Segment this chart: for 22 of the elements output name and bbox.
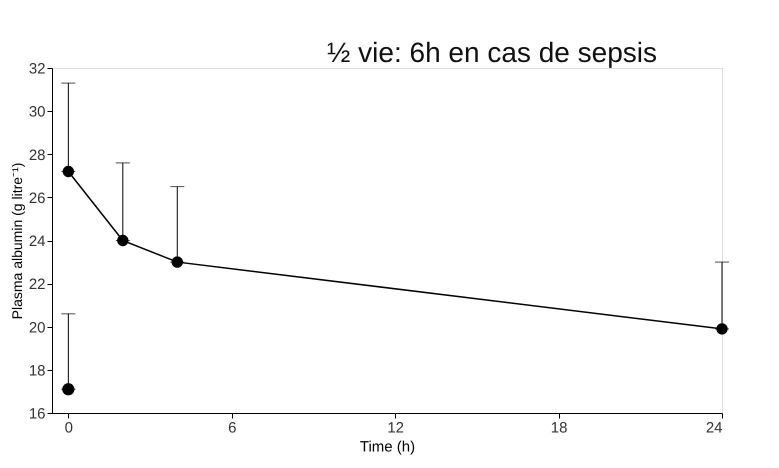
y-tick-label: 18 xyxy=(28,362,46,380)
point xyxy=(117,234,129,246)
point xyxy=(172,256,183,268)
x-tick-label: 24 xyxy=(706,420,722,436)
y-tick-label: 26 xyxy=(28,190,46,207)
y-tick-label: 22 xyxy=(28,276,46,294)
point xyxy=(716,323,728,335)
y-tick-label: 32 xyxy=(28,60,46,78)
y-tick-label: 16 xyxy=(28,406,46,422)
point xyxy=(62,166,74,178)
x-tick-label: 6 xyxy=(228,420,236,436)
y-tick-label: 20 xyxy=(28,319,46,336)
x-tick-label: 18 xyxy=(550,420,568,436)
y-tick-label: 28 xyxy=(28,146,46,164)
x-tick-label: 0 xyxy=(64,420,74,436)
point xyxy=(62,383,74,396)
y-axis-title: Plasma albumin (g litre⁻¹) xyxy=(8,162,25,320)
x-axis-title: Time (h) xyxy=(360,438,416,456)
y-tick-label: 30 xyxy=(28,104,46,121)
y-tick-label: 24 xyxy=(28,233,46,250)
text: ½ vie: 6h en cas de sepsis xyxy=(327,37,657,68)
x-tick-label: 12 xyxy=(387,420,404,436)
